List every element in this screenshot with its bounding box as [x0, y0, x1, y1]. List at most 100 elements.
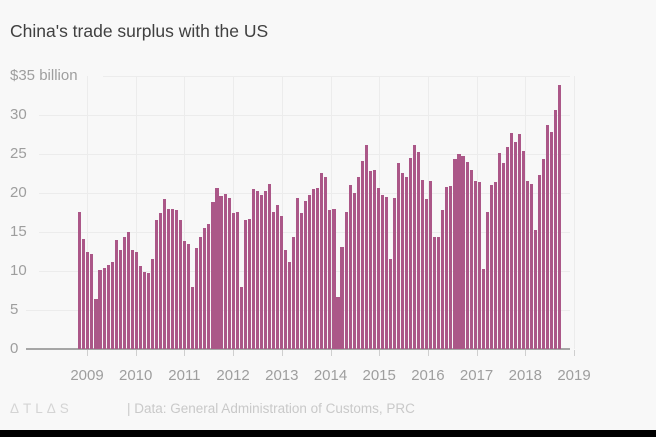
bar — [485, 211, 489, 349]
bar — [275, 204, 280, 349]
x-tick-mark — [233, 350, 235, 356]
bar — [86, 252, 90, 349]
bar — [376, 187, 380, 349]
bar — [380, 195, 384, 349]
bar — [223, 193, 227, 349]
bar — [433, 237, 437, 349]
bar — [316, 187, 320, 349]
bar — [429, 181, 433, 349]
x-tick-mark — [330, 350, 332, 356]
gridline-vertical — [525, 76, 527, 349]
gridline-vertical — [184, 76, 186, 349]
bar — [138, 265, 142, 349]
bar — [243, 220, 247, 349]
gridline-vertical — [476, 76, 478, 349]
y-tick-label: 15 — [10, 223, 27, 240]
bar — [457, 154, 461, 349]
x-tick-label: 2011 — [168, 367, 201, 384]
bar — [251, 189, 255, 349]
x-tick-mark — [525, 350, 527, 356]
bar — [130, 249, 134, 349]
bar — [191, 287, 195, 349]
bar — [279, 215, 284, 349]
bar — [493, 182, 497, 349]
bar — [477, 182, 481, 349]
x-tick-label: 2012 — [216, 367, 250, 384]
bar — [292, 236, 296, 349]
bar — [94, 299, 98, 349]
bar — [114, 239, 118, 349]
bar — [546, 125, 550, 349]
bar — [312, 189, 316, 349]
bar — [368, 171, 372, 349]
y-tick-label: 10 — [10, 262, 27, 279]
bar — [118, 249, 122, 349]
bar — [296, 198, 300, 349]
bar — [521, 150, 526, 349]
x-axis-line — [26, 348, 570, 350]
bar — [356, 176, 360, 349]
bar — [171, 209, 175, 349]
bar — [413, 144, 417, 349]
bar — [134, 251, 138, 349]
bar — [400, 172, 405, 349]
bar — [530, 183, 534, 349]
bar — [187, 243, 191, 349]
gridline-horizontal — [39, 115, 570, 116]
y-tick-label: 25 — [10, 145, 27, 162]
x-tick-label: 2014 — [313, 367, 348, 384]
bar — [78, 211, 82, 349]
bar — [271, 211, 275, 349]
y-tick-label: 20 — [10, 184, 27, 201]
bar — [501, 162, 505, 349]
gridline-vertical — [135, 76, 137, 349]
bar — [336, 296, 340, 349]
bar — [461, 155, 465, 349]
bar — [239, 287, 243, 349]
y-tick-label: 30 — [10, 106, 27, 123]
x-tick-label: 2016 — [411, 367, 445, 384]
bar — [320, 172, 324, 349]
bar — [328, 210, 332, 349]
bar — [360, 161, 364, 349]
bar — [352, 193, 356, 349]
chart-title: China's trade surplus with the US — [10, 21, 269, 41]
bar — [154, 219, 159, 349]
bar — [150, 259, 154, 349]
gridline-vertical — [427, 76, 429, 349]
bar — [183, 240, 187, 349]
bar — [489, 185, 493, 349]
bar — [513, 142, 518, 349]
bar — [449, 185, 453, 349]
bar — [364, 145, 368, 349]
bar — [288, 262, 292, 349]
x-tick-mark — [476, 350, 478, 356]
bar — [247, 218, 251, 349]
x-tick-mark — [427, 350, 429, 356]
bar — [348, 185, 352, 349]
bar — [175, 210, 179, 349]
bar — [263, 190, 267, 349]
bar — [211, 201, 215, 349]
bar — [388, 258, 392, 349]
bar — [453, 158, 457, 349]
bar — [396, 162, 401, 349]
bar — [203, 228, 207, 349]
bar — [497, 153, 501, 349]
bar — [142, 271, 146, 349]
bar — [445, 186, 449, 349]
bar — [300, 212, 304, 349]
bar — [304, 200, 308, 349]
x-tick-label: 2010 — [119, 367, 153, 384]
bottom-black-bar — [0, 430, 656, 437]
bar — [199, 236, 203, 349]
bar — [505, 146, 509, 349]
bar — [235, 211, 239, 349]
bar — [517, 133, 522, 349]
bar — [122, 237, 126, 349]
x-tick-mark — [184, 350, 186, 356]
bar — [219, 196, 223, 349]
bar — [372, 169, 376, 349]
x-tick-label: 2017 — [459, 367, 494, 384]
bar — [542, 158, 546, 349]
